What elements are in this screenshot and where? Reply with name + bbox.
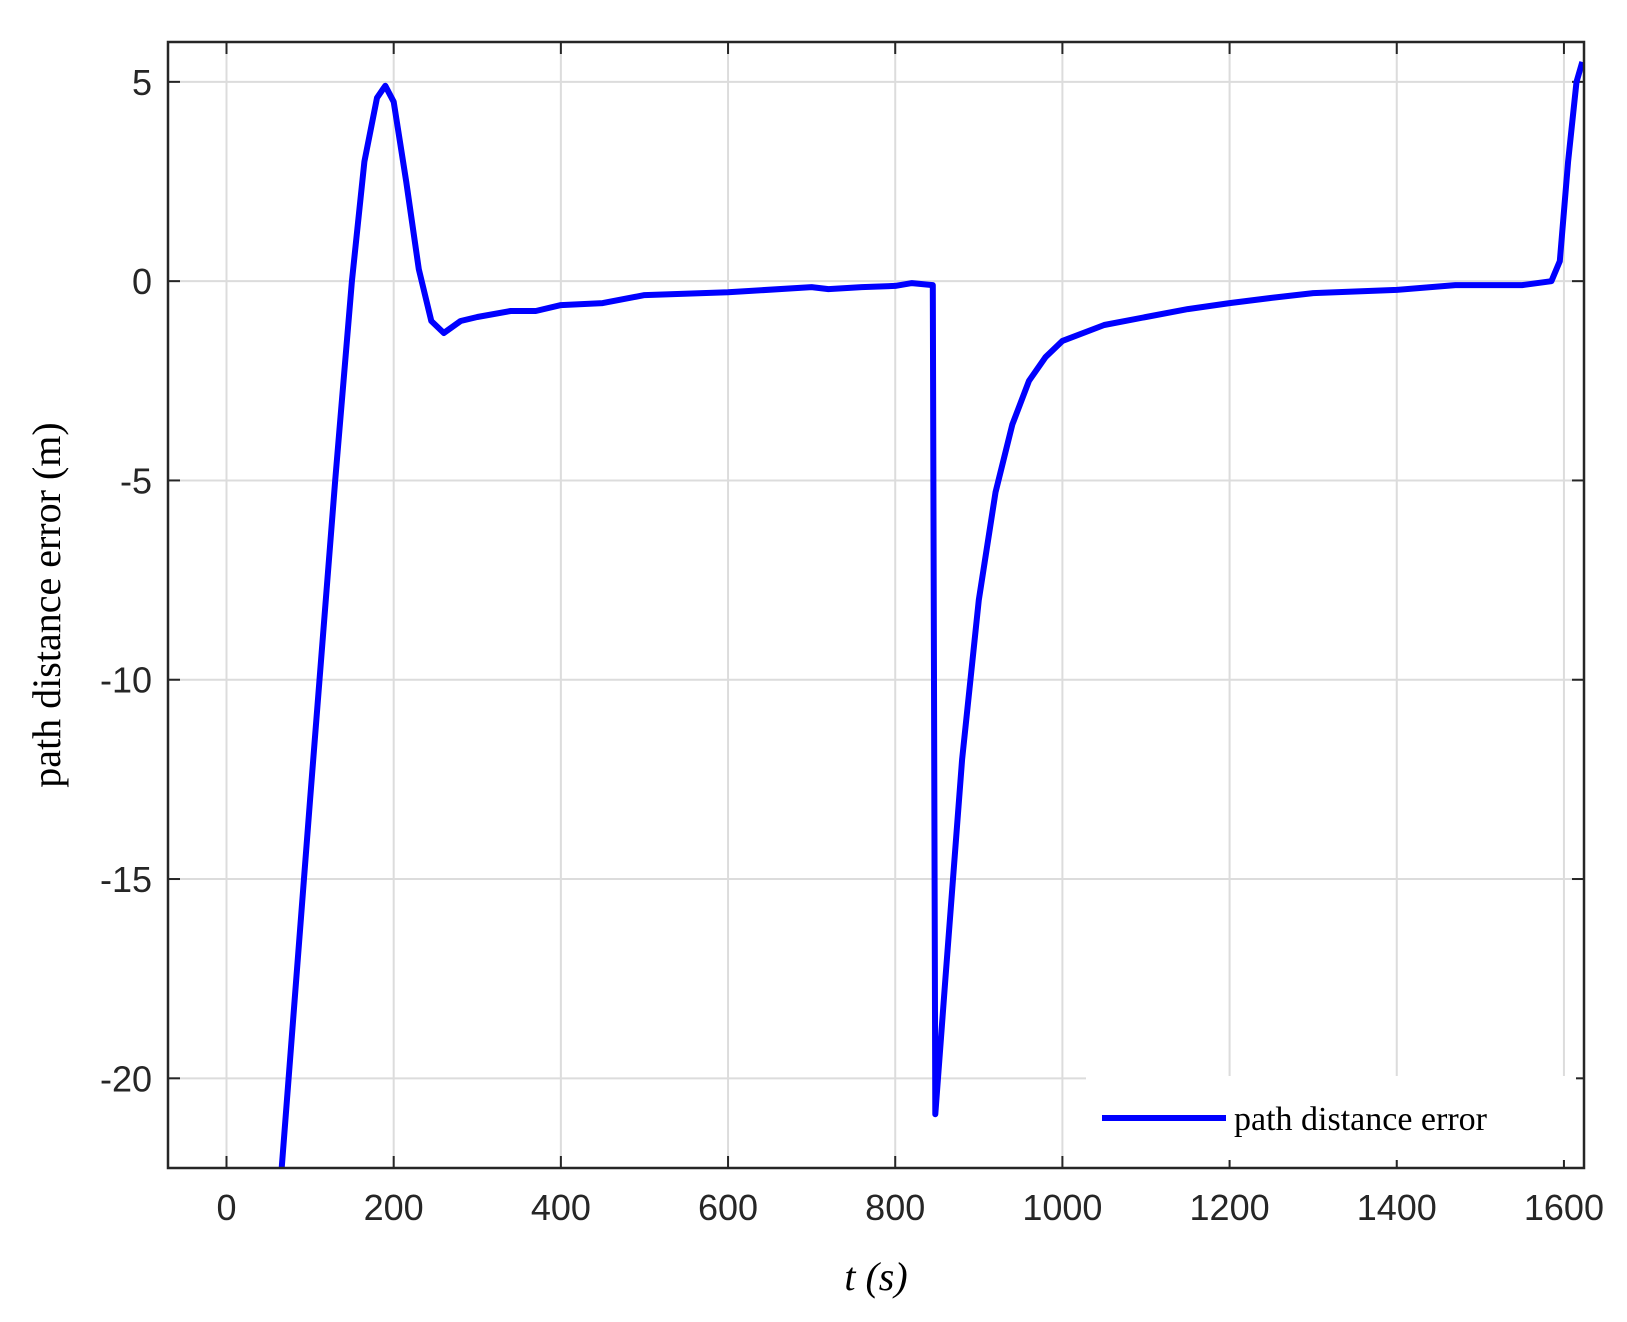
y-axis-label: path distance error (m)	[24, 422, 69, 787]
y-tick-label: -10	[100, 660, 152, 701]
data-line	[278, 61, 1584, 1168]
x-tick-label: 1400	[1357, 1187, 1437, 1228]
x-tick-label: 1200	[1190, 1187, 1270, 1228]
plot-frame	[166, 40, 1586, 1170]
x-tick-label: 0	[216, 1187, 236, 1228]
x-tick-label: 1000	[1022, 1187, 1102, 1228]
y-tick-label: -15	[100, 859, 152, 900]
y-tick-label: 5	[132, 62, 152, 103]
legend-label: path distance error	[1234, 1101, 1488, 1138]
y-tick-label: -5	[120, 460, 152, 501]
x-tick-label: 800	[865, 1187, 925, 1228]
x-tick-label: 1600	[1524, 1187, 1604, 1228]
x-tick-label: 200	[364, 1187, 424, 1228]
y-tick-label: 0	[132, 261, 152, 302]
x-axis-label: t (s)	[844, 1254, 907, 1299]
y-tick-label: -20	[100, 1058, 152, 1099]
x-tick-label: 400	[531, 1187, 591, 1228]
x-tick-label: 600	[698, 1187, 758, 1228]
